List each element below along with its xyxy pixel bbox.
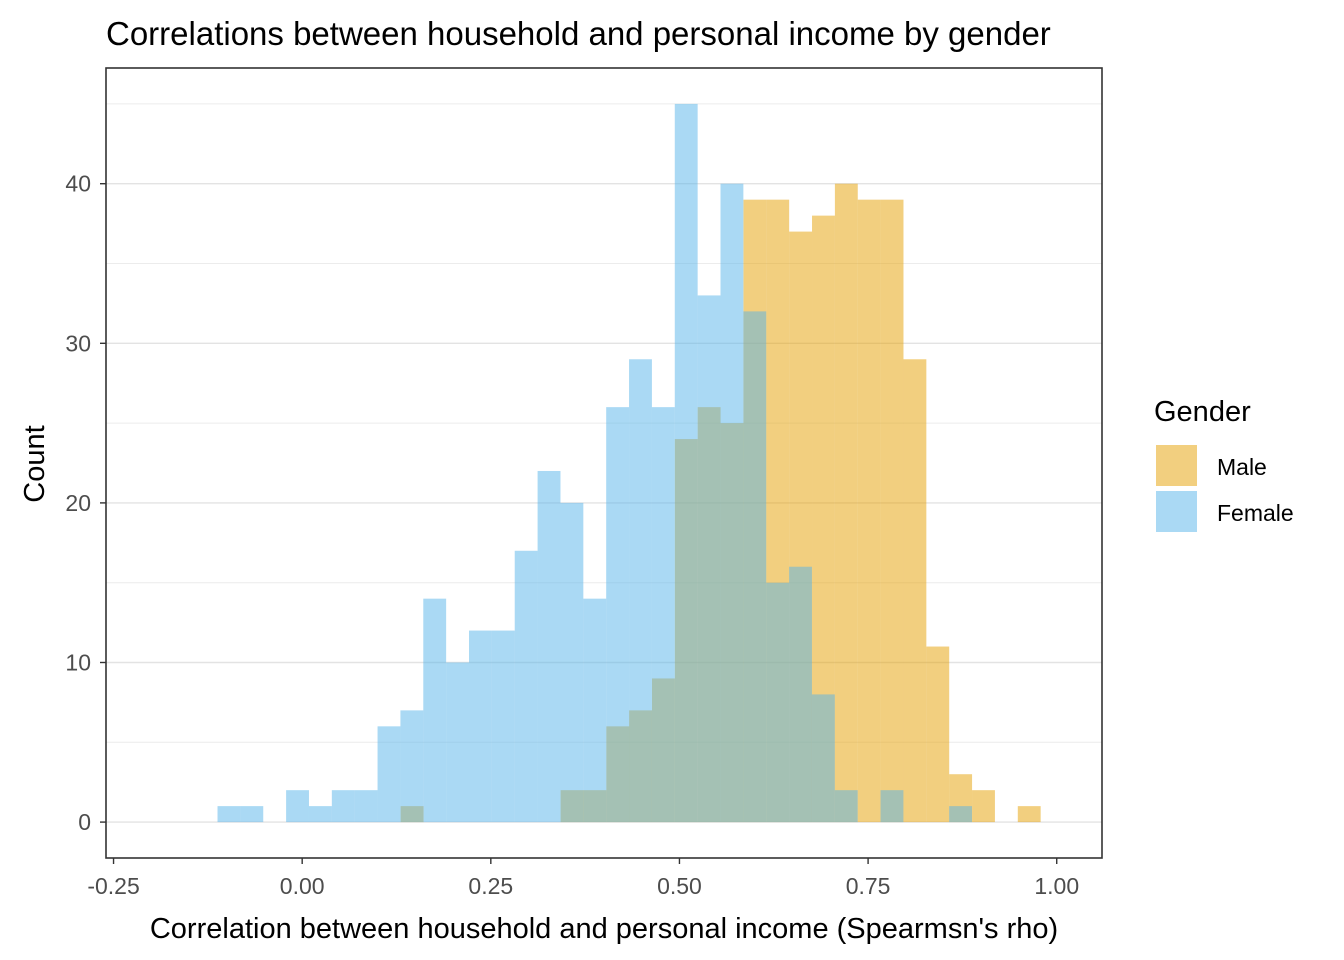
- series-female: [217, 103, 972, 823]
- bar-female: [400, 710, 424, 823]
- bar-male: [972, 790, 995, 823]
- bar-male: [926, 646, 950, 823]
- x-tick-label: 0.25: [468, 873, 513, 899]
- bar-male: [834, 183, 858, 823]
- legend: Gender Male Female: [1154, 396, 1294, 532]
- bar-female: [331, 790, 355, 823]
- x-tick-label: -0.25: [87, 873, 139, 899]
- bar-female: [651, 407, 675, 823]
- chart-title: Correlations between household and perso…: [106, 15, 1051, 52]
- y-axis-title: Count: [19, 425, 51, 502]
- bar-female: [629, 359, 652, 823]
- bar-female: [720, 183, 744, 823]
- bar-female: [811, 694, 835, 823]
- x-tick-label: 0.75: [846, 873, 891, 899]
- y-axis: 0 10 20 30 40: [65, 171, 106, 835]
- legend-swatch-female: [1156, 491, 1197, 532]
- bar-female: [308, 806, 332, 823]
- bar-female: [697, 295, 721, 823]
- bar-female: [789, 566, 812, 823]
- bar-female: [560, 502, 584, 823]
- bar-female: [514, 550, 538, 823]
- bar-female: [834, 790, 858, 823]
- bar-female: [377, 726, 401, 823]
- legend-title: Gender: [1154, 396, 1251, 428]
- bar-male: [857, 199, 881, 823]
- y-tick-label: 30: [65, 330, 91, 356]
- bar-male: [812, 215, 835, 823]
- bar-female: [491, 630, 515, 823]
- legend-swatch-male: [1156, 445, 1197, 486]
- bar-male: [1017, 806, 1041, 823]
- x-tick-label: 0.50: [657, 873, 702, 899]
- bar-female: [286, 790, 309, 823]
- legend-label-female: Female: [1217, 500, 1294, 526]
- bar-male: [903, 359, 927, 823]
- bar-male: [880, 199, 904, 823]
- legend-label-male: Male: [1217, 454, 1267, 480]
- x-axis: -0.25 0.00 0.25 0.50 0.75 1.00: [87, 858, 1079, 899]
- bar-female: [469, 630, 492, 823]
- plot-area: [105, 67, 1103, 859]
- bar-female: [766, 582, 790, 823]
- x-tick-label: 1.00: [1034, 873, 1079, 899]
- bar-female: [606, 407, 630, 823]
- bar-female: [423, 598, 447, 823]
- x-tick-label: 0.00: [280, 873, 325, 899]
- y-tick-label: 10: [65, 649, 91, 675]
- bar-female: [949, 806, 972, 823]
- bar-female: [880, 790, 904, 823]
- bar-female: [354, 790, 378, 823]
- y-tick-label: 20: [65, 490, 91, 516]
- panel-border: [105, 67, 1103, 859]
- y-tick-label: 40: [65, 171, 91, 197]
- bar-female: [240, 806, 264, 823]
- bar-female: [743, 311, 767, 823]
- bar-female: [674, 103, 698, 823]
- bar-female: [217, 806, 241, 823]
- bar-female: [446, 662, 470, 823]
- bar-female: [537, 470, 561, 823]
- bar-female: [583, 598, 607, 823]
- y-tick-label: 0: [78, 809, 91, 835]
- x-axis-title: Correlation between household and person…: [150, 913, 1058, 945]
